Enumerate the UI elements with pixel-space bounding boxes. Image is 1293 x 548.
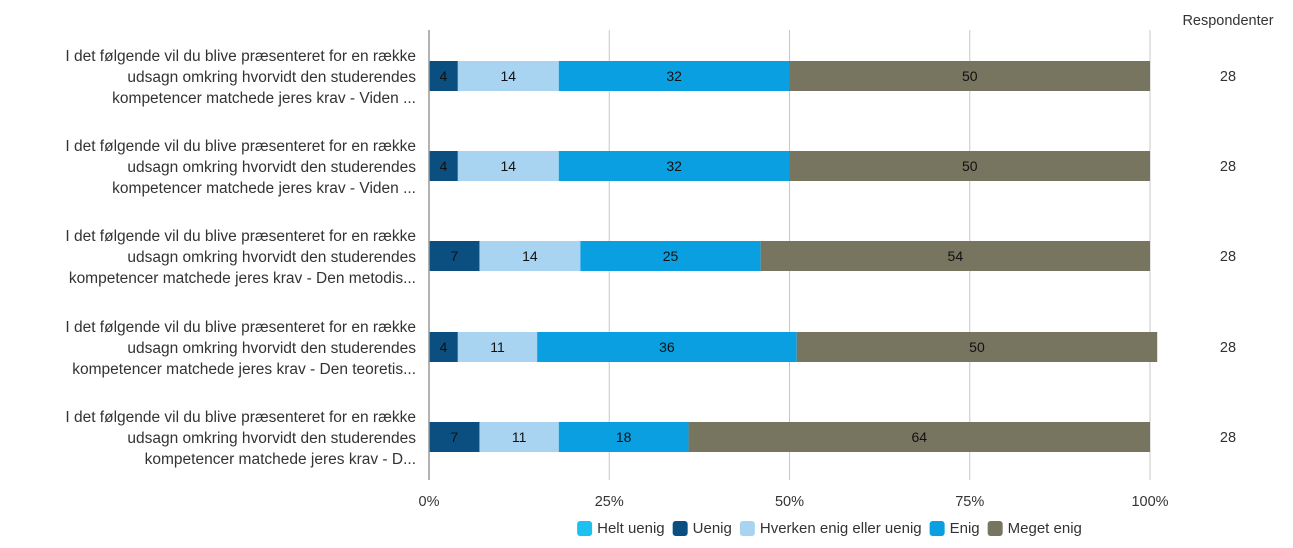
x-tick-label: 100% [1131,494,1168,510]
x-tick-label: 75% [955,494,984,510]
legend-swatch [672,521,688,536]
bar-segment [580,241,761,271]
bar-segment [558,61,790,91]
data-label: 50 [969,339,985,355]
data-label: 4 [440,339,448,355]
bar-segment [537,332,797,362]
legend-swatch [577,521,593,536]
category-label: kompetencer matchede jeres krav - D... [145,451,416,468]
bar-segment [789,151,1150,181]
bar-segment [429,151,458,181]
data-label: 32 [666,158,682,174]
bar-segment [558,151,790,181]
data-label: 14 [522,248,538,264]
bar-segment [429,61,458,91]
bar-segment [479,422,559,452]
category-label: udsagn omkring hvorvidt den studerendes [127,249,416,266]
legend-swatch [929,521,945,536]
bar-segment [429,241,480,271]
category-label: udsagn omkring hvorvidt den studerendes [127,159,416,176]
data-label: 50 [962,68,978,84]
data-label: 50 [962,158,978,174]
data-label: 36 [659,339,675,355]
category-label: udsagn omkring hvorvidt den studerendes [127,340,416,357]
bar-segment [789,61,1150,91]
data-label: 7 [450,248,458,264]
bar-segment [429,422,480,452]
respondent-count: 28 [1220,69,1236,85]
legend-label: Helt uenig [597,520,665,537]
legend-label: Uenig [693,520,732,537]
category-label: kompetencer matchede jeres krav - Den te… [72,361,416,378]
data-label: 14 [501,68,517,84]
x-tick-label: 25% [595,494,624,510]
category-label: I det følgende vil du blive præsenteret … [65,228,416,245]
data-label: 14 [501,158,517,174]
category-label: kompetencer matchede jeres krav - Viden … [112,90,416,107]
data-label: 32 [666,68,682,84]
bar-segment [796,332,1158,362]
x-tick-label: 0% [419,494,440,510]
data-label: 64 [911,429,927,445]
category-label: I det følgende vil du blive præsenteret … [65,409,416,426]
respondent-count: 28 [1220,249,1236,265]
category-label: kompetencer matchede jeres krav - Viden … [112,180,416,197]
data-label: 4 [440,68,448,84]
respondent-count: 28 [1220,340,1236,356]
category-label: udsagn omkring hvorvidt den studerendes [127,430,416,447]
category-label: I det følgende vil du blive præsenteret … [65,319,416,336]
category-label: kompetencer matchede jeres krav - Den me… [69,270,416,287]
data-label: 11 [490,339,505,355]
data-label: 4 [440,158,448,174]
data-label: 25 [663,248,679,264]
data-label: 18 [616,429,632,445]
legend-swatch [987,521,1003,536]
legend-label: Meget enig [1008,520,1082,537]
category-label: udsagn omkring hvorvidt den studerendes [127,69,416,86]
x-tick-label: 50% [775,494,804,510]
category-label: I det følgende vil du blive præsenteret … [65,138,416,155]
bar-segment [760,241,1150,271]
bar-segment [429,332,458,362]
respondent-count: 28 [1220,430,1236,446]
data-label: 54 [948,248,964,264]
bar-segment [457,61,559,91]
data-label: 11 [512,429,527,445]
data-label: 7 [450,429,458,445]
legend-swatch [739,521,755,536]
bar-segment [558,422,689,452]
respondents-header: Respondenter [1182,13,1273,29]
legend-label: Hverken enig eller uenig [760,520,922,537]
bar-segment [688,422,1150,452]
legend-label: Enig [950,520,980,537]
respondent-count: 28 [1220,159,1236,175]
bar-segment [457,332,538,362]
category-label: I det følgende vil du blive præsenteret … [65,48,416,65]
bar-segment [457,151,559,181]
bar-segment [479,241,581,271]
